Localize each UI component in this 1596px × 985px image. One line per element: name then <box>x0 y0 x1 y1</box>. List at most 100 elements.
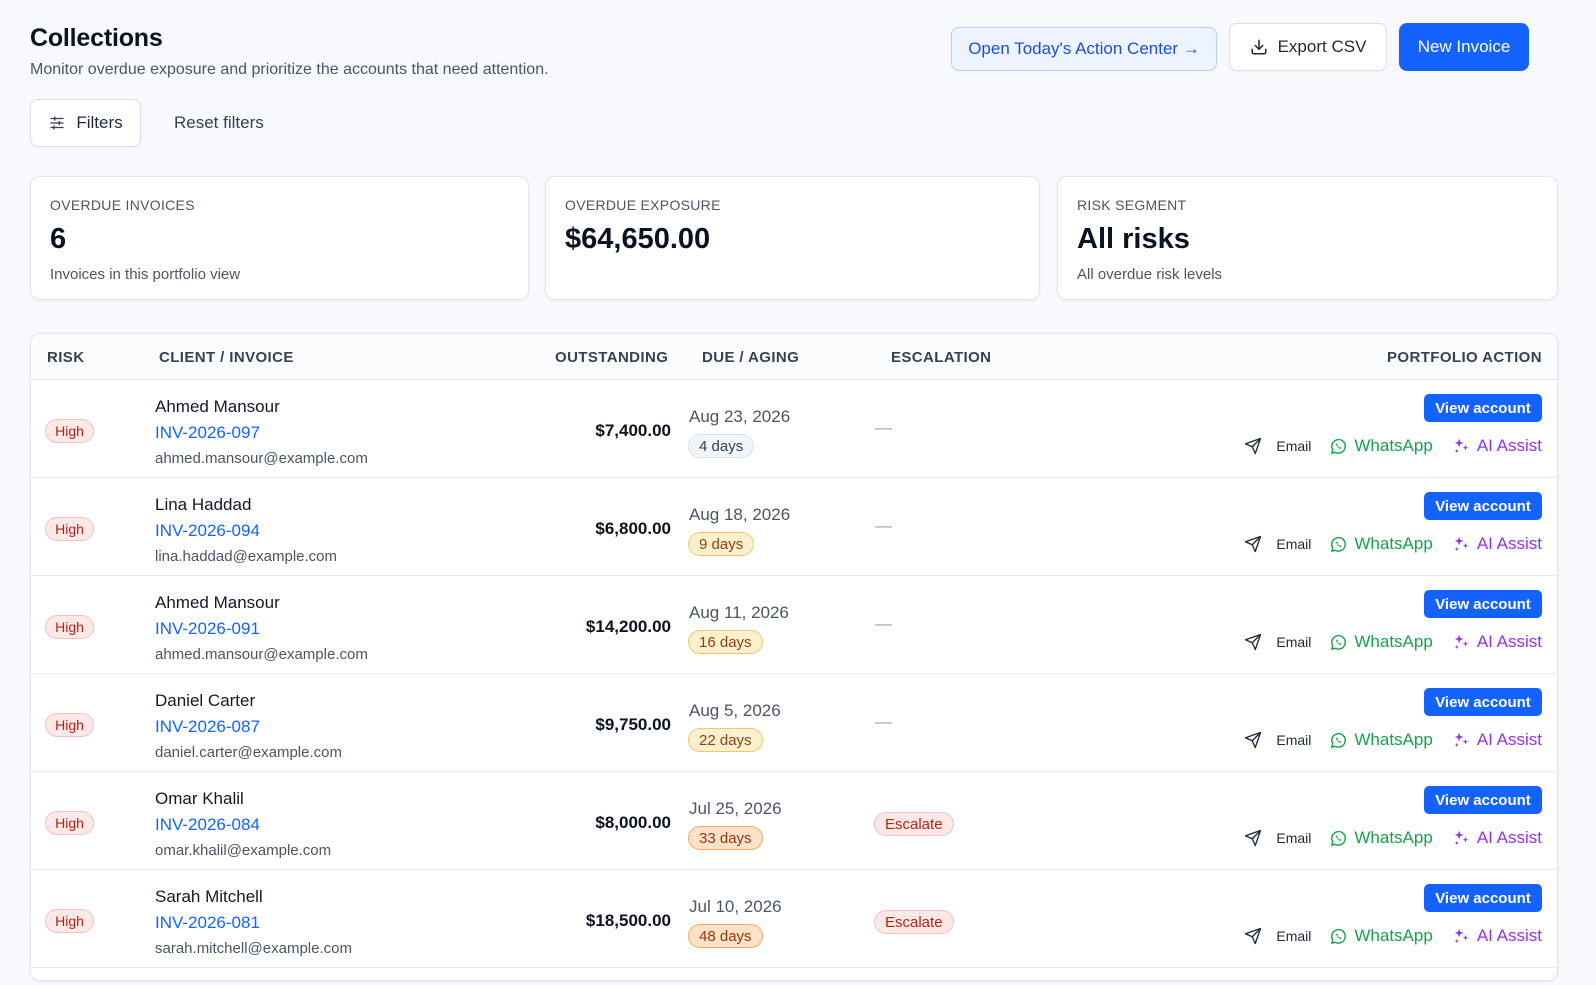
whatsapp-label: WhatsApp <box>1354 436 1433 455</box>
invoice-link[interactable]: INV-2026-084 <box>155 815 260 834</box>
stat-note: Invoices in this portfolio view <box>50 266 241 283</box>
due-date: Aug 5, 2026 <box>689 701 781 720</box>
filters-button[interactable]: Filters <box>30 99 141 147</box>
client-name: Ahmed Mansour <box>155 593 280 612</box>
aging-badge: 48 days <box>688 924 763 948</box>
ai-assist-action[interactable]: AI Assist <box>1452 534 1542 554</box>
client-name: Daniel Carter <box>155 691 256 710</box>
invoice-link[interactable]: INV-2026-087 <box>155 717 260 736</box>
collections-table: RISK CLIENT / INVOICE OUTSTANDING DUE / … <box>30 333 1558 981</box>
sparkles-icon <box>1452 829 1477 848</box>
whatsapp-action[interactable]: WhatsApp <box>1329 632 1433 652</box>
table-row: High Ahmed Mansour INV-2026-091 ahmed.ma… <box>31 576 1557 674</box>
whatsapp-icon <box>1329 927 1354 946</box>
new-invoice-button[interactable]: New Invoice <box>1399 23 1529 71</box>
sparkles-icon <box>1452 731 1477 750</box>
aging-badge: 22 days <box>688 728 763 752</box>
column-header-client[interactable]: CLIENT / INVOICE <box>159 349 294 366</box>
invoice-link[interactable]: INV-2026-081 <box>155 913 260 932</box>
column-header-due-aging[interactable]: DUE / AGING <box>702 349 800 366</box>
view-account-button[interactable]: View account <box>1424 884 1542 912</box>
whatsapp-action[interactable]: WhatsApp <box>1329 828 1433 848</box>
whatsapp-action[interactable]: WhatsApp <box>1329 534 1433 554</box>
view-account-button[interactable]: View account <box>1424 492 1542 520</box>
risk-badge: High <box>45 909 94 933</box>
due-date: Aug 18, 2026 <box>689 505 791 524</box>
column-header-escalation[interactable]: ESCALATION <box>891 349 992 366</box>
ai-assist-action[interactable]: AI Assist <box>1452 436 1542 456</box>
column-header-outstanding[interactable]: OUTSTANDING <box>555 349 669 366</box>
view-account-button[interactable]: View account <box>1424 786 1542 814</box>
whatsapp-action[interactable]: WhatsApp <box>1329 926 1433 946</box>
email-label: Email <box>1276 830 1312 846</box>
email-action[interactable]: Email <box>1244 731 1311 749</box>
escalate-badge: Escalate <box>874 910 954 934</box>
table-header: RISK CLIENT / INVOICE OUTSTANDING DUE / … <box>31 334 1557 380</box>
stat-card-risk-segment: RISK SEGMENT All risks All overdue risk … <box>1057 176 1558 300</box>
ai-assist-action[interactable]: AI Assist <box>1452 632 1542 652</box>
whatsapp-action[interactable]: WhatsApp <box>1329 730 1433 750</box>
action-center-button[interactable]: Open Today's Action Center → <box>951 27 1217 71</box>
email-action[interactable]: Email <box>1244 535 1311 553</box>
row-actions: Email WhatsApp AI Assist <box>1244 534 1542 554</box>
ai-assist-label: AI Assist <box>1476 730 1542 749</box>
email-label: Email <box>1276 438 1312 454</box>
download-icon <box>1251 39 1267 55</box>
column-header-portfolio-action: PORTFOLIO ACTION <box>1386 349 1542 366</box>
aging-badge: 4 days <box>688 434 755 458</box>
view-account-button[interactable]: View account <box>1424 394 1542 422</box>
client-name: Sarah Mitchell <box>155 887 263 906</box>
email-action[interactable]: Email <box>1244 829 1311 847</box>
ai-assist-action[interactable]: AI Assist <box>1452 926 1542 946</box>
due-date: Aug 23, 2026 <box>689 407 791 426</box>
risk-badge: High <box>45 615 94 639</box>
email-label: Email <box>1276 536 1312 552</box>
ai-assist-action[interactable]: AI Assist <box>1452 828 1542 848</box>
stat-label: OVERDUE INVOICES <box>50 197 195 213</box>
whatsapp-label: WhatsApp <box>1354 828 1433 847</box>
stat-label: OVERDUE EXPOSURE <box>565 197 721 213</box>
outstanding-amount: $8,000.00 <box>595 813 671 832</box>
due-date: Jul 10, 2026 <box>689 897 782 916</box>
client-email: daniel.carter@example.com <box>155 744 342 761</box>
send-icon <box>1244 829 1276 847</box>
send-icon <box>1244 633 1276 651</box>
sparkles-icon <box>1452 535 1477 554</box>
risk-badge: High <box>45 811 94 835</box>
client-email: ahmed.mansour@example.com <box>155 646 368 663</box>
outstanding-amount: $6,800.00 <box>595 519 671 538</box>
invoice-link[interactable]: INV-2026-094 <box>155 521 260 540</box>
email-label: Email <box>1276 634 1312 650</box>
view-account-button[interactable]: View account <box>1424 590 1542 618</box>
header-actions: Open Today's Action Center → Export CSV … <box>951 23 1529 71</box>
export-csv-label: Export CSV <box>1277 37 1367 56</box>
due-date: Aug 11, 2026 <box>689 603 789 622</box>
client-name: Lina Haddad <box>155 495 252 514</box>
ai-assist-action[interactable]: AI Assist <box>1452 730 1542 750</box>
invoice-link[interactable]: INV-2026-091 <box>155 619 260 638</box>
ai-assist-label: AI Assist <box>1476 632 1542 651</box>
whatsapp-icon <box>1329 633 1354 652</box>
whatsapp-action[interactable]: WhatsApp <box>1329 436 1433 456</box>
email-action[interactable]: Email <box>1244 633 1311 651</box>
escalate-badge: Escalate <box>874 812 954 836</box>
column-header-risk[interactable]: RISK <box>47 349 85 366</box>
escalation-empty: — <box>875 712 892 731</box>
reset-filters-link[interactable]: Reset filters <box>174 113 264 132</box>
email-action[interactable]: Email <box>1244 437 1311 455</box>
aging-badge: 33 days <box>688 826 763 850</box>
export-csv-button[interactable]: Export CSV <box>1229 23 1387 71</box>
ai-assist-label: AI Assist <box>1476 534 1542 553</box>
page-header: Collections Monitor overdue exposure and… <box>30 24 549 79</box>
outstanding-amount: $9,750.00 <box>595 715 671 734</box>
risk-badge: High <box>45 517 94 541</box>
escalation-empty: — <box>875 614 892 633</box>
send-icon <box>1244 535 1276 553</box>
stat-label: RISK SEGMENT <box>1077 197 1187 213</box>
outstanding-amount: $14,200.00 <box>585 617 671 636</box>
invoice-link[interactable]: INV-2026-097 <box>155 423 260 442</box>
aging-badge: 9 days <box>688 532 755 556</box>
email-action[interactable]: Email <box>1244 927 1311 945</box>
client-name: Ahmed Mansour <box>155 397 280 416</box>
view-account-button[interactable]: View account <box>1424 688 1542 716</box>
